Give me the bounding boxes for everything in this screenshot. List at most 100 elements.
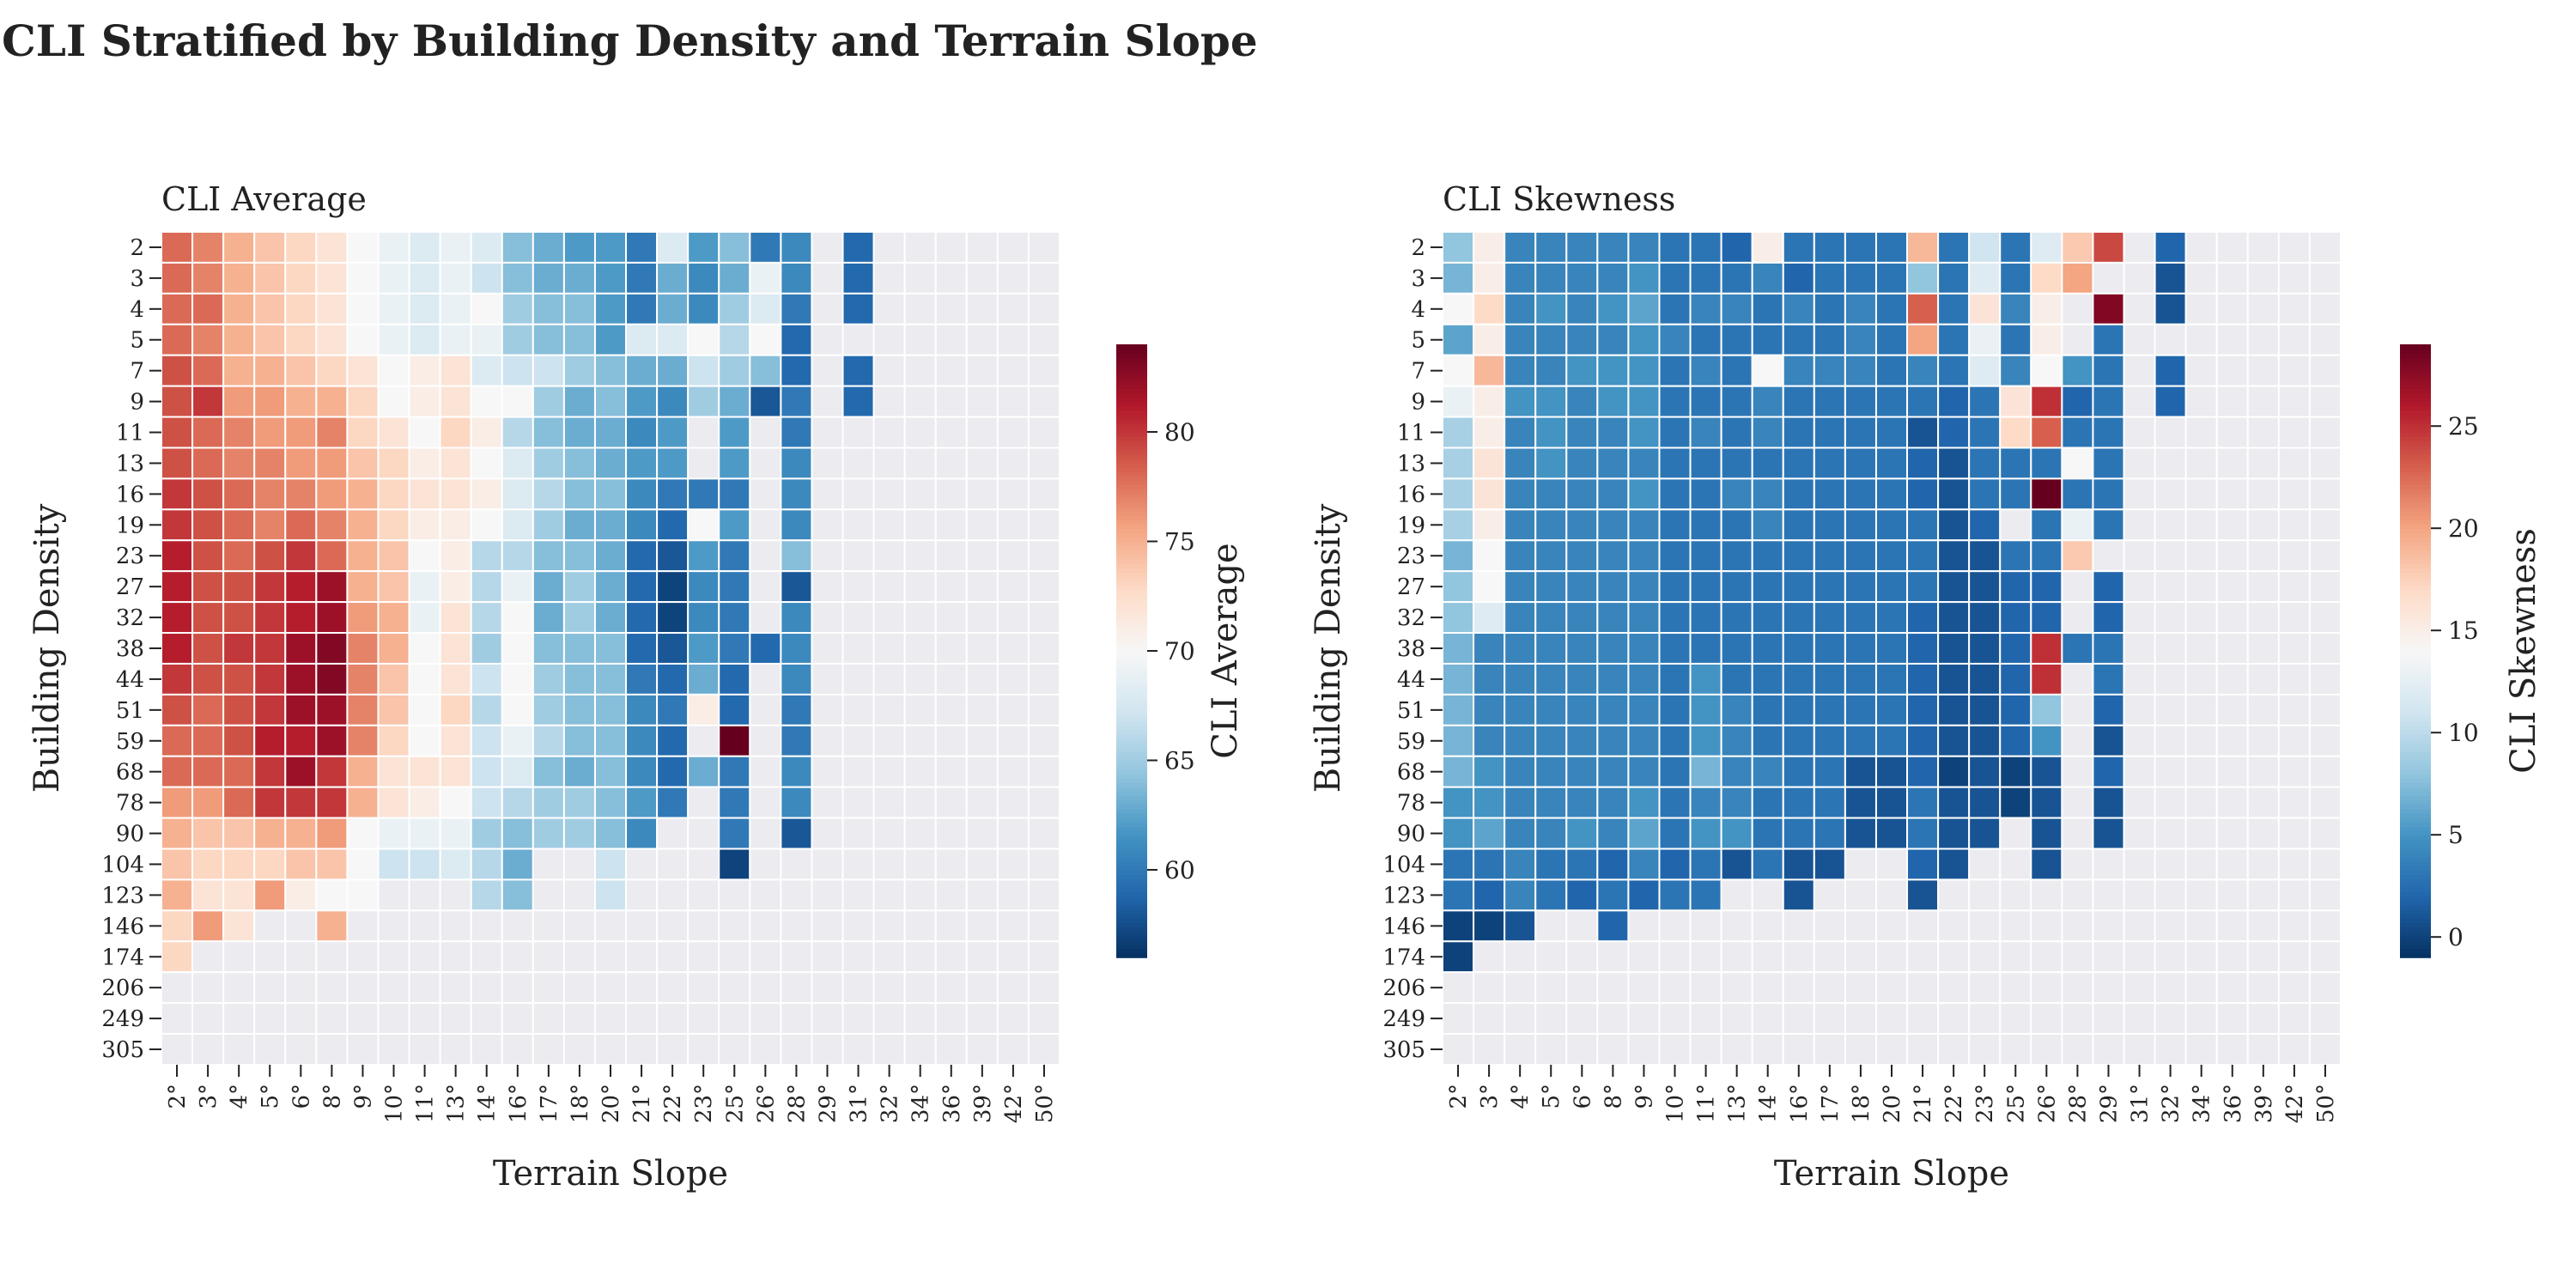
avg-cell-empty — [934, 354, 968, 387]
avg-cell — [253, 817, 287, 850]
avg-cell-empty — [934, 878, 968, 912]
avg-cell — [687, 477, 720, 511]
skew-cell — [1504, 693, 1537, 726]
skew-cell-empty — [2184, 539, 2218, 573]
avg-cell-empty — [811, 601, 844, 635]
avg-cell-empty — [841, 601, 875, 635]
avg-cell-empty — [811, 416, 844, 449]
skew-cell-empty — [2215, 940, 2249, 974]
skew-cell-empty — [2277, 1002, 2311, 1036]
avg-cell — [501, 570, 534, 604]
avg-y-tick-label: 23 — [116, 544, 144, 569]
avg-colorbar-segment — [1116, 852, 1147, 858]
skew-cell — [1782, 724, 1815, 757]
skew-cell — [1442, 292, 1475, 325]
figure-title: CLI Stratified by Building Density and T… — [2, 15, 1258, 66]
avg-cell — [284, 477, 318, 511]
avg-cell-empty — [439, 971, 472, 1005]
avg-cell-empty — [965, 292, 999, 325]
skew-cell — [1968, 632, 2002, 665]
skew-cell — [1720, 447, 1753, 480]
skew-cell — [1596, 786, 1630, 819]
avg-cell — [562, 632, 596, 665]
skew-cell — [1999, 755, 2032, 788]
avg-colorbar-segment — [1116, 524, 1147, 529]
avg-colorbar-segment — [1116, 624, 1147, 630]
avg-cell — [532, 447, 565, 480]
skew-cell-empty — [1968, 971, 2002, 1005]
avg-cell — [191, 477, 225, 511]
avg-cell-empty — [501, 940, 534, 974]
avg-x-tick-label: 10° — [382, 1084, 408, 1123]
avg-cell-empty — [841, 539, 875, 573]
avg-cell-empty — [377, 909, 410, 943]
skew-cell-empty — [2184, 447, 2218, 480]
avg-colorbar-segment — [1116, 598, 1147, 604]
skew-cell-empty — [2246, 662, 2280, 696]
avg-cell-empty — [284, 1033, 318, 1066]
avg-x-tick-label: 39° — [970, 1084, 996, 1123]
avg-cell-empty — [532, 909, 565, 943]
skew-cell — [1627, 231, 1661, 264]
avg-cell-empty — [965, 570, 999, 604]
skew-y-axis-label: Building Density — [1309, 503, 1348, 793]
avg-cell-empty — [780, 909, 813, 943]
avg-cell-empty — [593, 1033, 628, 1066]
avg-colorbar-segment — [1116, 370, 1147, 376]
skew-cell-empty — [2061, 848, 2094, 881]
skew-cell-empty — [2154, 447, 2187, 480]
avg-cell-empty — [996, 447, 1030, 480]
skew-cell — [1937, 601, 1971, 635]
skew-x-tick-label: 26° — [2034, 1084, 2060, 1123]
avg-cell — [625, 632, 659, 665]
skew-cell — [1968, 570, 2002, 604]
avg-cell — [593, 724, 628, 757]
avg-cell — [562, 817, 596, 850]
avg-cell-empty — [965, 724, 999, 757]
avg-cell-empty — [811, 323, 844, 356]
avg-cell — [161, 508, 194, 542]
skew-cell — [1751, 477, 1784, 511]
avg-cell-empty — [439, 940, 472, 974]
avg-colorbar-segment — [1116, 725, 1147, 731]
avg-cell — [562, 354, 596, 387]
avg-cell — [718, 662, 751, 696]
avg-cell — [161, 724, 194, 757]
skew-cell — [1874, 354, 1909, 387]
avg-x-tick-label: 16° — [506, 1084, 532, 1123]
avg-cell — [315, 724, 349, 757]
avg-cell — [161, 848, 194, 881]
avg-cell-empty — [408, 909, 441, 943]
skew-cell — [1751, 601, 1784, 635]
avg-cell — [501, 662, 534, 696]
skew-cell — [1720, 817, 1753, 850]
skew-cell — [1504, 724, 1537, 757]
avg-cell-empty — [377, 1033, 410, 1066]
skew-cell-empty — [2246, 416, 2280, 449]
avg-cell — [408, 755, 441, 788]
skew-x-tick-label: 28° — [2065, 1084, 2091, 1123]
avg-cell-empty — [872, 354, 906, 387]
skew-cell-empty — [1937, 1002, 1971, 1036]
avg-cell — [253, 447, 287, 480]
skew-cell-empty — [1596, 940, 1630, 974]
avg-cell — [284, 416, 318, 449]
avg-cell — [593, 261, 628, 295]
avg-cell-empty — [811, 447, 844, 480]
avg-cell — [315, 755, 349, 788]
avg-cell — [501, 354, 534, 387]
avg-cell — [470, 570, 503, 604]
avg-cell — [191, 755, 225, 788]
avg-cell — [532, 632, 565, 665]
avg-cell-empty — [377, 878, 410, 912]
avg-cell-empty — [811, 508, 844, 542]
skew-cell — [1504, 755, 1537, 788]
avg-cell-empty — [749, 416, 782, 449]
avg-cell-empty — [1027, 231, 1061, 264]
avg-x-tick-label: 9° — [350, 1084, 376, 1109]
skew-cell-empty — [2308, 848, 2342, 881]
skew-cell-empty — [2092, 261, 2125, 295]
skew-cell-empty — [1534, 971, 1568, 1005]
avg-colorbar-segment — [1116, 830, 1147, 835]
avg-cell-empty — [934, 786, 968, 819]
